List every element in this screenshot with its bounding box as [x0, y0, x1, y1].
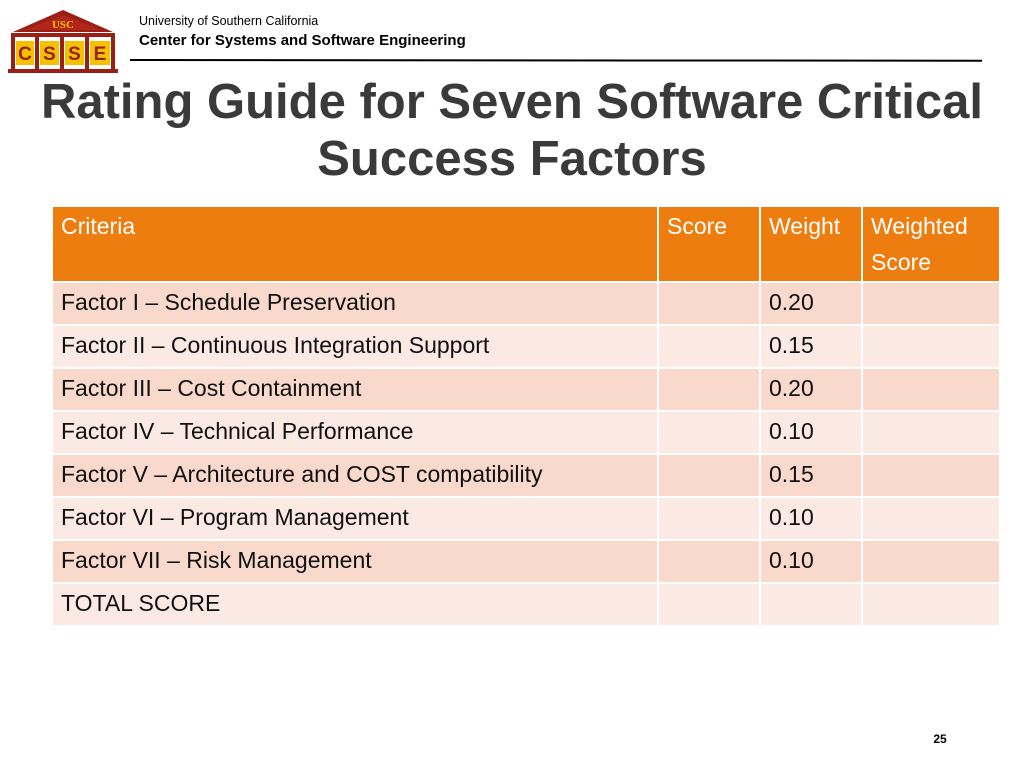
- rating-table: Criteria Score Weight Weighted Score Fac…: [51, 205, 1001, 627]
- table-row: Factor I – Schedule Preservation 0.20: [51, 281, 1001, 326]
- score-cell: [657, 539, 761, 584]
- score-cell: [657, 410, 761, 455]
- logo-letter-s2: S: [68, 44, 81, 65]
- score-cell: [657, 324, 761, 369]
- criteria-cell: Factor III – Cost Containment: [51, 367, 659, 412]
- weighted-score-cell: [861, 410, 1001, 455]
- logo-letter-e: E: [94, 44, 107, 65]
- table-row: Factor III – Cost Containment 0.20: [51, 367, 1001, 412]
- score-cell: [657, 281, 761, 326]
- table-row: Factor VII – Risk Management 0.10: [51, 539, 1001, 584]
- criteria-cell: TOTAL SCORE: [51, 582, 659, 627]
- criteria-cell: Factor VI – Program Management: [51, 496, 659, 541]
- score-cell: [657, 453, 761, 498]
- table-row: Factor V – Architecture and COST compati…: [51, 453, 1001, 498]
- weighted-score-cell: [861, 539, 1001, 584]
- column-header-criteria: Criteria: [51, 205, 659, 283]
- weight-cell: [759, 582, 863, 627]
- logo-banner-text: USC: [52, 19, 74, 31]
- criteria-cell: Factor VII – Risk Management: [51, 539, 659, 584]
- weighted-score-cell: [861, 281, 1001, 326]
- criteria-cell: Factor I – Schedule Preservation: [51, 281, 659, 326]
- weighted-score-cell: [861, 582, 1001, 627]
- weight-cell: 0.15: [759, 453, 863, 498]
- criteria-cell: Factor II – Continuous Integration Suppo…: [51, 324, 659, 369]
- usc-csse-logo-graphic: USC C S S E: [8, 10, 118, 73]
- table-row: Factor IV – Technical Performance 0.10: [51, 410, 1001, 455]
- column-header-score: Score: [657, 205, 761, 283]
- header-divider: [129, 59, 983, 62]
- table-header-row: Criteria Score Weight Weighted Score: [51, 205, 1001, 283]
- table-row: Factor II – Continuous Integration Suppo…: [51, 324, 1001, 369]
- score-cell: [657, 496, 761, 541]
- weight-cell: 0.10: [759, 539, 863, 584]
- weight-cell: 0.20: [759, 367, 863, 412]
- score-cell: [657, 367, 761, 412]
- weighted-score-cell: [861, 496, 1001, 541]
- criteria-cell: Factor IV – Technical Performance: [51, 410, 659, 455]
- table-row: Factor VI – Program Management 0.10: [51, 496, 1001, 541]
- column-header-weight: Weight: [759, 205, 863, 283]
- page-title: Rating Guide for Seven Software Critical…: [40, 75, 984, 186]
- weight-cell: 0.10: [759, 496, 863, 541]
- logo-letter-c: C: [18, 44, 32, 65]
- weighted-score-cell: [861, 367, 1001, 412]
- organization-name: University of Southern California: [139, 14, 319, 28]
- page-number: 25: [933, 732, 947, 746]
- weight-cell: 0.20: [759, 281, 863, 326]
- criteria-cell: Factor V – Architecture and COST compati…: [51, 453, 659, 498]
- column-header-weighted-score: Weighted Score: [861, 205, 1001, 283]
- logo-letter-s1: S: [43, 44, 56, 65]
- csse-logo: USC C S S E: [5, 8, 121, 76]
- weighted-score-cell: [861, 453, 1001, 498]
- table-row-total: TOTAL SCORE: [51, 582, 1001, 627]
- score-cell: [657, 582, 761, 627]
- weight-cell: 0.15: [759, 324, 863, 369]
- center-name: Center for Systems and Software Engineer…: [139, 32, 466, 49]
- weighted-score-cell: [861, 324, 1001, 369]
- weight-cell: 0.10: [759, 410, 863, 455]
